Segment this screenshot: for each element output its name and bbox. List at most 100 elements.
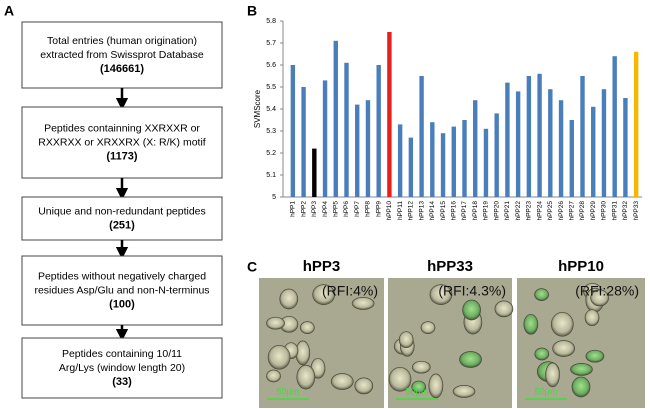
y-tick-label: 5.2 [266,150,276,157]
bar [569,120,574,197]
cell [550,311,574,337]
bar [430,122,435,197]
bar [494,113,499,197]
cell [462,299,481,321]
cell [534,347,550,361]
bar [526,76,532,197]
x-tick-label: hPP16 [450,201,457,221]
cell [388,366,412,392]
flow-box [21,255,223,326]
x-tick-label: hPP32 [622,201,629,221]
bar [515,91,521,197]
cell [571,376,591,398]
bar [483,128,489,197]
cell [312,284,336,305]
y-tick-label: 5.4 [266,106,276,113]
x-tick-label: hPP15 [440,201,447,221]
cell [411,360,431,374]
flow-text: residues Asp/Glu and non-N-terminus [34,284,209,296]
cell [330,373,354,390]
y-tick-label: 5 [272,194,276,201]
bar [355,104,360,197]
flow-text: Arg/Lys (window length 20) [59,362,185,374]
flow-box [21,106,223,179]
x-tick-label: hPP17 [461,201,468,221]
x-tick-label: hPP30 [601,201,608,221]
x-tick-label: hPP10 [386,201,393,221]
x-tick-label: hPP1 [290,201,297,217]
cell [279,288,299,310]
cell [429,284,453,305]
x-tick-label: hPP28 [579,201,586,221]
bar [408,137,414,197]
x-tick-label: hPP11 [397,201,404,220]
flow-text: Total entries (human origination) [47,35,197,47]
y-tick-label: 5.6 [266,62,276,69]
x-tick-label: hPP31 [611,201,618,221]
cell [398,331,414,349]
micrograph-title: hPP33 [427,258,473,275]
cell [459,351,482,368]
cell [299,321,315,334]
cell [584,309,600,327]
bar [301,87,306,197]
x-tick-label: hPP33 [633,201,640,221]
panel-label: C [247,259,257,275]
scale-label: 50μm [406,386,429,396]
bar [387,32,392,197]
bar [322,80,328,197]
x-tick-label: hPP7 [354,201,361,217]
cell [494,300,514,318]
cell [351,297,375,310]
bar [344,62,349,197]
micrograph-title: hPP10 [558,258,604,275]
x-tick-label: hPP2 [300,201,307,217]
flow-count: (146661) [100,63,144,75]
x-tick-label: hPP20 [493,201,500,221]
scale-label: 50μm [277,386,300,396]
bar [591,106,596,197]
x-tick-label: hPP3 [311,201,318,217]
micrograph-title: hPP3 [303,258,341,275]
flow-text: extracted from Swissprot Database [40,49,204,61]
panel-label: A [4,3,14,19]
bar [548,89,553,197]
x-tick-label: hPP14 [429,201,436,221]
flow-count: (1173) [106,150,138,162]
x-tick-label: hPP24 [536,201,543,221]
flow-text: RXXRXX or XRXXRX (X: R/K) motif [38,136,206,148]
flow-box [21,337,223,399]
x-tick-label: hPP26 [558,201,565,221]
x-tick-label: hPP4 [322,201,329,217]
cell [590,289,609,307]
bar [473,100,478,197]
x-tick-label: hPP6 [343,201,350,217]
bar [633,51,639,197]
flow-box [21,21,223,89]
cell [354,377,374,395]
flow-text: Peptides containning XXRXXR or [44,122,200,134]
cell [267,344,291,370]
y-tick-label: 5.3 [266,128,276,135]
bar [312,148,317,197]
bar [376,65,381,197]
bar [419,76,424,197]
rfi-label: (RFI:4.3%) [438,283,506,299]
scale-label: 50μm [535,386,558,396]
rfi-label: (RFI:28%) [575,283,639,299]
y-tick-label: 5.5 [266,84,276,91]
bar [290,65,296,197]
y-axis-label: SVMScore [253,89,262,128]
cell [552,340,575,357]
x-tick-label: hPP18 [472,201,479,221]
cell [523,313,539,335]
flow-count: (251) [109,219,135,231]
panel-label: B [247,3,257,19]
x-tick-label: hPP9 [375,201,382,217]
flow-box [21,196,223,241]
flow-text: Unique and non-redundant peptides [38,205,206,217]
x-tick-label: hPP8 [365,201,372,217]
cell [534,288,549,301]
bar [365,100,371,197]
